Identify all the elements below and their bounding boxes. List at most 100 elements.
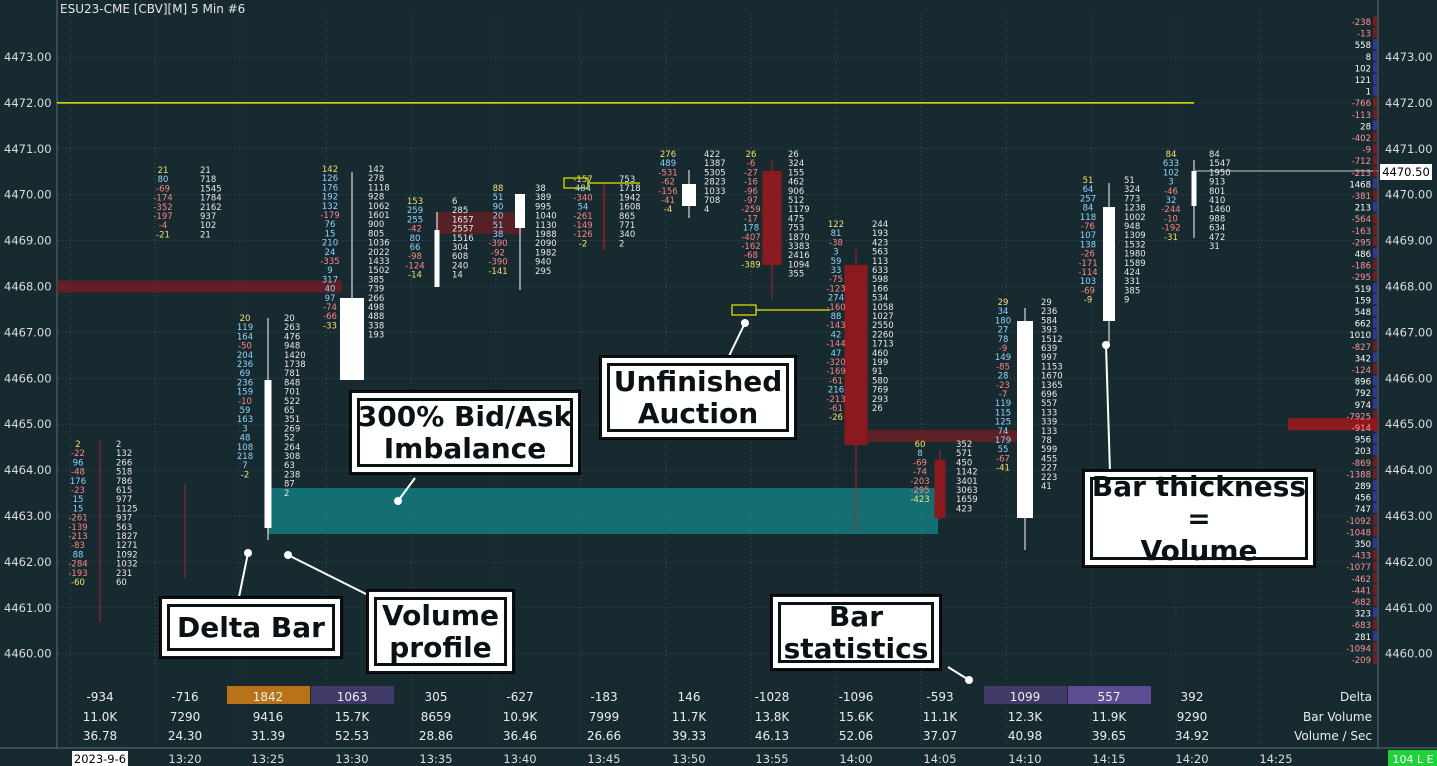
footprint-volume-cell: 133 (1041, 408, 1057, 418)
footprint-volume-cell: 231 (116, 569, 132, 579)
footprint-volume-cell: 2557 (452, 225, 474, 235)
footprint-delta-cell: 54 (578, 203, 589, 213)
footprint-volume-cell: 324 (788, 159, 804, 169)
time-label: 13:50 (672, 752, 705, 766)
footprint-volume-cell: 634 (1209, 224, 1225, 234)
right-delta-profile-bar (1373, 306, 1377, 316)
footprint-volume-cell: 87 (284, 480, 295, 490)
right-delta-profile-bar (1373, 375, 1377, 386)
footprint-delta-cell: 90 (493, 202, 504, 212)
footprint-delta-cell: 42 (831, 330, 842, 340)
stats-vps-value: 37.07 (923, 729, 957, 743)
footprint-volume-cell: 2162 (200, 203, 222, 213)
right-delta-profile-cell: 342 (1355, 354, 1371, 364)
footprint-delta-cell: 126 (322, 174, 338, 184)
footprint-volume-cell: 3401 (956, 477, 978, 487)
footprint-delta-cell: -16 (744, 178, 758, 188)
stats-volume-value: 10.9K (503, 710, 539, 724)
footprint-delta-cell: -22 (71, 449, 85, 459)
footprint-delta-cell: -139 (68, 523, 87, 533)
footprint-delta-cell: 74 (998, 427, 1009, 437)
footprint-volume-cell: 937 (200, 212, 216, 222)
imbalance-callout: 300% Bid/Ask Imbalance (350, 391, 580, 474)
footprint-volume-cell: 462 (788, 178, 804, 188)
right-delta-profile-cell: -9 (1363, 146, 1371, 156)
footprint-delta-cell: -61 (829, 404, 843, 414)
status-badge (1388, 750, 1437, 766)
footprint-volume-cell: 3383 (788, 242, 810, 252)
footprint-delta-cell: -335 (320, 257, 339, 267)
footprint-delta-cell: -38 (829, 238, 843, 248)
footprint-volume-cell: 236 (1041, 307, 1057, 317)
right-delta-profile-bar (1373, 108, 1377, 119)
footprint-volume-cell: 142 (368, 165, 384, 175)
date-badge (72, 751, 128, 766)
stats-delta-value: -183 (590, 690, 617, 704)
footprint-delta-cell: 51 (493, 193, 504, 203)
stats-delta-value: 392 (1181, 690, 1204, 704)
footprint-volume-cell: 91 (872, 367, 883, 377)
footprint-delta-cell: -75 (829, 275, 843, 285)
right-delta-profile-cell: 974 (1355, 401, 1371, 411)
y-axis-label-left: 4473.00 (4, 50, 52, 64)
footprint-volume-cell: 1512 (1041, 335, 1063, 345)
stats-delta-value: -1096 (839, 690, 874, 704)
footprint-delta-cell: 138 (1080, 240, 1096, 250)
footprint-delta-cell: -192 (1161, 224, 1180, 234)
right-delta-profile-bar (1373, 503, 1377, 514)
footprint-delta-cell: 176 (322, 183, 338, 193)
footprint-delta-cell: 21 (158, 166, 169, 176)
footprint-delta-cell: 15 (73, 504, 84, 514)
footprint-volume-cell: 1387 (704, 159, 726, 169)
stats-volume-value: 11.9K (1092, 710, 1128, 724)
right-delta-profile-bar (1373, 352, 1377, 363)
right-delta-profile-bar (1373, 27, 1377, 38)
right-delta-profile-bar (1373, 143, 1377, 154)
right-delta-profile-bar (1373, 155, 1377, 166)
footprint-delta-cell: 34 (998, 307, 1009, 317)
stats-delta-value: 1063 (337, 690, 368, 704)
footprint-volume-cell: 995 (535, 202, 551, 212)
footprint-volume-cell: 518 (116, 468, 132, 478)
right-delta-profile-bar (1373, 596, 1377, 606)
footprint-volume-cell: 1657 (452, 215, 474, 225)
right-delta-profile-cell: 350 (1355, 540, 1371, 550)
footprint-delta-cell: 132 (322, 202, 338, 212)
footprint-volume-cell: 696 (1041, 390, 1057, 400)
footprint-volume-cell: 1058 (872, 303, 894, 313)
footprint-delta-cell: -61 (829, 376, 843, 386)
candle-body (264, 380, 272, 528)
footprint-volume-cell: 1271 (116, 541, 138, 551)
right-delta-profile-cell: -564 (1352, 215, 1371, 225)
footprint-volume-cell: 977 (116, 495, 132, 505)
right-delta-profile-cell: 28 (1360, 122, 1371, 132)
footprint-volume-cell: 1062 (368, 202, 390, 212)
bar-statistics-pointer-dot (965, 676, 973, 684)
right-delta-profile-cell: 896 (1355, 378, 1371, 388)
right-delta-profile-cell: 159 (1355, 296, 1371, 306)
footprint-volume-cell: 805 (368, 229, 384, 239)
footprint-delta-cell: 163 (237, 415, 253, 425)
footprint-volume-cell: 51 (1124, 176, 1135, 186)
footprint-volume-cell: 557 (1041, 399, 1057, 409)
right-delta-profile-cell: -163 (1352, 227, 1371, 237)
footprint-volume-cell: 295 (535, 267, 551, 277)
footprint-volume-cell: 1950 (1209, 168, 1231, 178)
footprint-delta-cell: -390 (488, 258, 507, 268)
footprint-delta-cell: -31 (1164, 233, 1178, 243)
right-delta-profile-bar (1373, 491, 1377, 502)
stats-delta-value: -1028 (755, 690, 790, 704)
footprint-delta-cell: -68 (744, 251, 758, 261)
right-delta-profile-cell: -827 (1352, 343, 1371, 353)
stats-volume-value: 12.3K (1008, 710, 1044, 724)
right-delta-profile-bar (1373, 410, 1377, 421)
footprint-delta-cell: 28 (998, 372, 1009, 382)
footprint-volume-cell: 263 (284, 323, 300, 333)
footprint-delta-cell: 8 (917, 449, 922, 459)
right-delta-profile-cell: -1048 (1346, 528, 1371, 538)
footprint-volume-cell: 339 (1041, 418, 1057, 428)
right-delta-profile-cell: 486 (1355, 250, 1371, 260)
footprint-volume-cell: 4 (704, 205, 709, 215)
y-axis-label-left: 4460.00 (4, 647, 52, 661)
footprint-delta-cell: -160 (826, 303, 845, 313)
